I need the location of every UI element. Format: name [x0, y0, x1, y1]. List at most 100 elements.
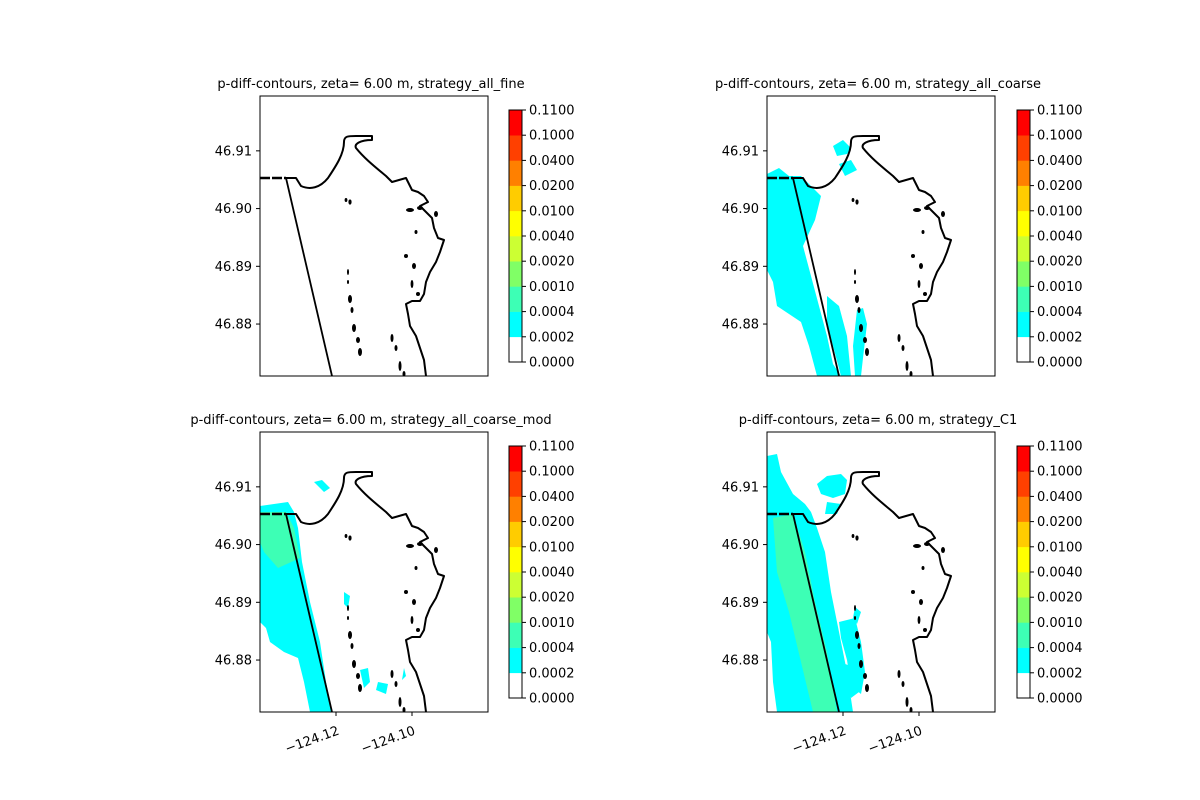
colorbar-band: [1017, 135, 1030, 161]
colorbar-tick-label: 0.0010: [529, 616, 575, 631]
y-tick-label: 46.90: [215, 538, 252, 553]
colorbar: 0.0000 0.0002 0.0004 0.0010 0.0020 0.0040 0.01…: [508, 440, 575, 707]
colorbar-tick-label: 0.1000: [1037, 129, 1083, 144]
colorbar: 0.0000 0.0002 0.0004 0.0010 0.0020 0.0040 0.01…: [1016, 104, 1083, 371]
map-layers: [260, 471, 445, 712]
island: [855, 535, 859, 541]
island: [347, 605, 349, 611]
colorbar-tick-label: 0.1100: [529, 104, 575, 119]
island: [857, 643, 861, 649]
colorbar-tick-label: 0.0400: [529, 154, 575, 169]
colorbar-band: [509, 135, 522, 161]
colorbar-band: [509, 521, 522, 548]
coastline: [285, 513, 333, 712]
colorbar-band: [509, 446, 522, 472]
island: [919, 263, 923, 269]
island: [390, 670, 394, 678]
island: [901, 345, 905, 351]
colorbar-band: [1017, 160, 1030, 186]
x-tick-label: −124.12: [790, 724, 848, 757]
island: [404, 590, 408, 594]
island: [913, 208, 921, 212]
colorbar-tick-label: 0.1100: [1037, 440, 1083, 455]
subplot: p-diff-contours, zeta= 6.00 m, strategy_…: [715, 77, 1083, 377]
colorbar-band: [509, 496, 522, 522]
island: [909, 371, 913, 376]
island: [919, 599, 923, 605]
coastline: [792, 513, 840, 712]
subplot-title: p-diff-contours, zeta= 6.00 m, strategy_…: [739, 413, 1017, 428]
colorbar-band: [509, 185, 522, 212]
island: [410, 616, 414, 624]
axes-frame: [766, 95, 996, 377]
y-tick-label: 46.88: [722, 318, 759, 333]
island: [404, 254, 408, 258]
x-tick-label: −124.12: [283, 724, 341, 757]
map-area: [767, 135, 952, 376]
island: [917, 280, 921, 288]
colorbar-band: [1017, 672, 1030, 699]
colorbar-tick-label: 0.0004: [529, 641, 575, 656]
map-area: [260, 135, 445, 376]
island: [350, 643, 354, 649]
island: [905, 697, 909, 707]
island: [941, 547, 945, 553]
y-tick-label: 46.89: [215, 260, 252, 275]
colorbar-tick-label: 0.0020: [1037, 591, 1083, 606]
fill-region: [773, 514, 837, 712]
island: [851, 534, 855, 538]
fill-region: [833, 140, 851, 156]
island: [941, 211, 945, 217]
island: [402, 371, 406, 376]
island: [855, 295, 859, 303]
colorbar-tick-label: 0.0200: [1037, 515, 1083, 530]
island: [921, 566, 925, 570]
colorbar-band: [1017, 210, 1030, 237]
colorbar-tick-label: 0.1000: [529, 465, 575, 480]
colorbar-band: [1017, 597, 1030, 623]
island: [348, 199, 352, 205]
colorbar-band: [1017, 311, 1030, 338]
y-tick-label: 46.90: [722, 202, 759, 217]
colorbar-band: [1017, 286, 1030, 312]
colorbar-tick-label: 0.0004: [529, 305, 575, 320]
y-tick-label: 46.88: [215, 654, 252, 669]
island: [356, 337, 360, 343]
map-layers: [260, 135, 445, 376]
x-tick-label: −124.10: [866, 724, 924, 757]
subplot: p-diff-contours, zeta= 6.00 m, strategy_…: [722, 413, 1083, 757]
island: [923, 292, 927, 296]
colorbar-band: [509, 261, 522, 287]
colorbar-tick-label: 0.0010: [1037, 280, 1083, 295]
island: [394, 345, 398, 351]
island: [911, 254, 915, 258]
colorbar-tick-label: 0.0004: [1037, 641, 1083, 656]
island: [358, 348, 362, 356]
map-area: [767, 454, 952, 712]
coastline: [285, 177, 333, 376]
colorbar-tick-label: 0.0010: [529, 280, 575, 295]
colorbar-band: [509, 210, 522, 237]
island: [913, 544, 921, 548]
y-tick-label: 46.90: [722, 538, 759, 553]
island: [434, 211, 438, 217]
island: [402, 707, 406, 712]
island: [406, 208, 414, 212]
island: [917, 616, 921, 624]
island: [344, 534, 348, 538]
y-tick-label: 46.88: [215, 318, 252, 333]
island: [854, 616, 856, 620]
colorbar-tick-label: 0.0020: [1037, 255, 1083, 270]
fill-region: [853, 308, 867, 376]
y-tick-label: 46.88: [722, 654, 759, 669]
island: [859, 660, 863, 668]
colorbar-tick-label: 0.1100: [529, 440, 575, 455]
fill-region: [344, 592, 350, 608]
fill-region: [260, 512, 300, 568]
island: [863, 673, 867, 679]
island: [414, 230, 418, 234]
island: [854, 605, 856, 611]
fill-region: [376, 682, 388, 694]
island: [398, 361, 402, 371]
colorbar-tick-label: 0.0000: [1037, 356, 1083, 371]
